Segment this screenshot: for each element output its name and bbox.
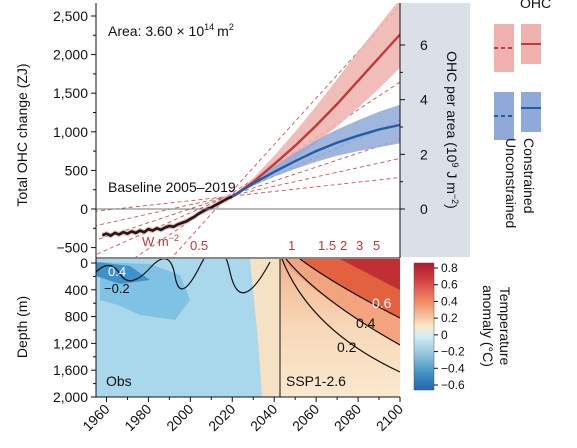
ohc-y-tick-label: 0 — [80, 201, 88, 217]
x-tick-label: 1980 — [121, 401, 154, 434]
ssp-contour-label-02: 0.2 — [337, 339, 357, 355]
flux-value-label: 0.5 — [190, 238, 208, 253]
colorbar-tick-label: −0.2 — [441, 345, 465, 359]
flux-unit-label: W m−2 — [142, 233, 179, 249]
depth-y-axis: 0 400 800 1,200 1,600 2,000 — [53, 255, 97, 405]
ohc-y-tick-label: 2,500 — [53, 8, 88, 24]
ssp-contour-04 — [285, 259, 400, 346]
x-tick-label: 2020 — [205, 401, 238, 434]
ssp-contour-06 — [299, 259, 400, 319]
colorbar-tick-label: 0.4 — [441, 294, 458, 308]
depth-y-tick-label: 400 — [65, 282, 89, 298]
obs-contour-label-2: −0.2 — [104, 281, 130, 296]
legend-unconstrained-label: Unconstrained — [503, 138, 519, 228]
obs-warm-patch — [250, 259, 280, 397]
per-area-panel — [400, 3, 470, 257]
obs-contour-label-1: 0.4 — [108, 264, 126, 279]
colorbar-tick-label: 0.8 — [441, 261, 458, 275]
ohc-y-tick-label: 500 — [65, 162, 89, 178]
per-area-tick-label: 0 — [420, 201, 428, 217]
depth-y-tick-label: 0 — [80, 255, 88, 271]
blue-projection-line — [231, 123, 400, 198]
x-tick-label: 2040 — [247, 401, 280, 434]
ohc-y-tick-label: −500 — [56, 240, 88, 256]
colorbar-label: Temperatureanomaly (°C) — [480, 285, 513, 367]
colorbar-tick-label: −0.6 — [441, 378, 465, 392]
colorbar-tick-label: −0.4 — [441, 361, 465, 375]
ohc-y-tick-label: 2,000 — [53, 47, 88, 63]
x-tick-label: 2100 — [373, 401, 406, 434]
flux-value-label: 2 — [340, 238, 347, 253]
x-tick-label: 2000 — [163, 401, 196, 434]
area-annotation: Area: 3.60 × 1014 m2 — [108, 22, 234, 39]
depth-y-tick-label: 1,200 — [53, 335, 88, 351]
ssp-contour-label-04: 0.4 — [356, 315, 376, 331]
per-area-tick-label: 2 — [420, 146, 428, 162]
year-x-axis: 1960 1980 2000 2020 2040 2060 2080 2100 — [79, 396, 406, 434]
flux-line — [96, 177, 400, 212]
per-area-tick-label: 6 — [420, 37, 428, 53]
flux-value-label: 1 — [288, 238, 295, 253]
ssp-warm-08 — [340, 259, 400, 290]
ssp-contour-label-06: 0.6 — [372, 295, 392, 311]
colorbar — [413, 262, 435, 391]
depth-y-tick-label: 800 — [65, 309, 89, 325]
obs-line — [101, 195, 233, 238]
ssp-label: SSP1-2.6 — [286, 373, 346, 389]
flux-value-label: 1.5 — [318, 238, 336, 253]
x-tick-label: 2060 — [289, 401, 322, 434]
per-area-axis-label: OHC per area (109 J m−2) — [444, 51, 460, 209]
legend-title: OHC — [520, 0, 551, 11]
ssp-contour-02 — [281, 259, 400, 373]
colorbar-tick-label: 0.6 — [441, 278, 458, 292]
depth-heatmap-panel — [96, 259, 400, 397]
legend-blue-constrained-box — [521, 92, 541, 132]
red-projection-line — [231, 33, 400, 198]
ohc-y-axis-label: Total OHC change (ZJ) — [14, 63, 30, 206]
per-area-tick-label: 4 — [420, 92, 428, 108]
colorbar-tick-label: 0.2 — [441, 311, 458, 325]
baseline-label: Baseline 2005–2019 — [108, 179, 236, 195]
obs-contour — [96, 259, 271, 294]
obs-label: Obs — [106, 373, 132, 389]
ohc-y-axis: −500 0 500 1,000 1,500 2,000 2,500 — [53, 3, 97, 258]
colorbar-tick-label: 0 — [441, 328, 448, 342]
colorbar-ticks: 0.8 0.6 0.4 0.2 0 −0.2 −0.4 −0.6 — [434, 261, 465, 392]
per-area-axis: 0 2 4 6 — [399, 3, 428, 258]
red-uncertainty-band — [232, 3, 400, 197]
ohc-y-tick-label: 1,000 — [53, 124, 88, 140]
depth-y-tick-label: 2,000 — [53, 389, 88, 405]
depth-y-tick-label: 1,600 — [53, 362, 88, 378]
ohc-timeseries-panel: Area: 3.60 × 1014 m2 Baseline 2005–2019 W… — [96, 3, 400, 257]
flux-value-label: 5 — [373, 238, 380, 253]
flux-value-label: 3 — [356, 238, 363, 253]
legend-constrained-label: Constrained — [521, 138, 537, 214]
x-tick-label: 2080 — [331, 401, 364, 434]
legend: OHC Constrained Unconstrained — [494, 0, 551, 228]
x-tick-label: 1960 — [79, 401, 112, 434]
depth-y-axis-label: Depth (m) — [14, 296, 30, 358]
ohc-y-tick-label: 1,500 — [53, 85, 88, 101]
